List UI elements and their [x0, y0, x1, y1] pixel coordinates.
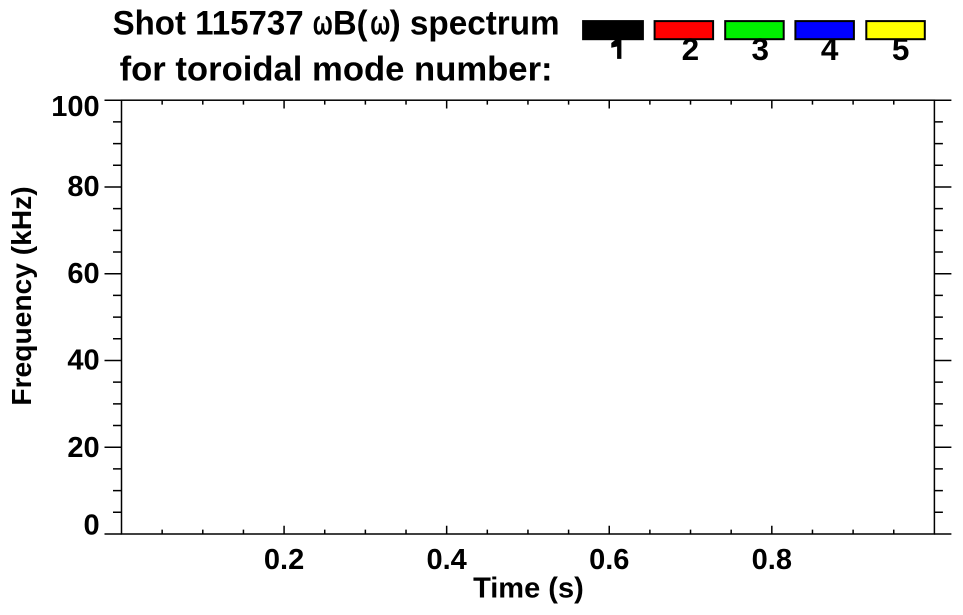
svg-text:60: 60 [67, 258, 99, 290]
svg-text:Frequency (kHz): Frequency (kHz) [5, 186, 37, 405]
svg-text:0.8: 0.8 [752, 544, 792, 576]
svg-text:3: 3 [752, 31, 770, 67]
svg-text:5: 5 [892, 31, 910, 67]
svg-text:0: 0 [83, 510, 99, 542]
svg-text:4: 4 [821, 31, 839, 67]
svg-text:80: 80 [67, 171, 99, 203]
svg-text:B(: B( [333, 5, 368, 43]
svg-text:ω: ω [370, 5, 390, 43]
svg-text:0.2: 0.2 [264, 544, 304, 576]
svg-text:2: 2 [682, 31, 700, 67]
svg-text:Time (s): Time (s) [473, 573, 584, 605]
svg-text:100: 100 [51, 91, 99, 123]
svg-text:0.6: 0.6 [589, 544, 629, 576]
svg-text:for toroidal mode number:: for toroidal mode number: [120, 51, 553, 89]
svg-text:ω: ω [313, 5, 333, 43]
svg-text:20: 20 [67, 432, 99, 464]
svg-text:0.4: 0.4 [426, 544, 466, 576]
svg-text:40: 40 [67, 344, 99, 376]
svg-text:Shot 115737: Shot 115737 [113, 5, 304, 43]
svg-text:) spectrum: ) spectrum [390, 5, 560, 43]
